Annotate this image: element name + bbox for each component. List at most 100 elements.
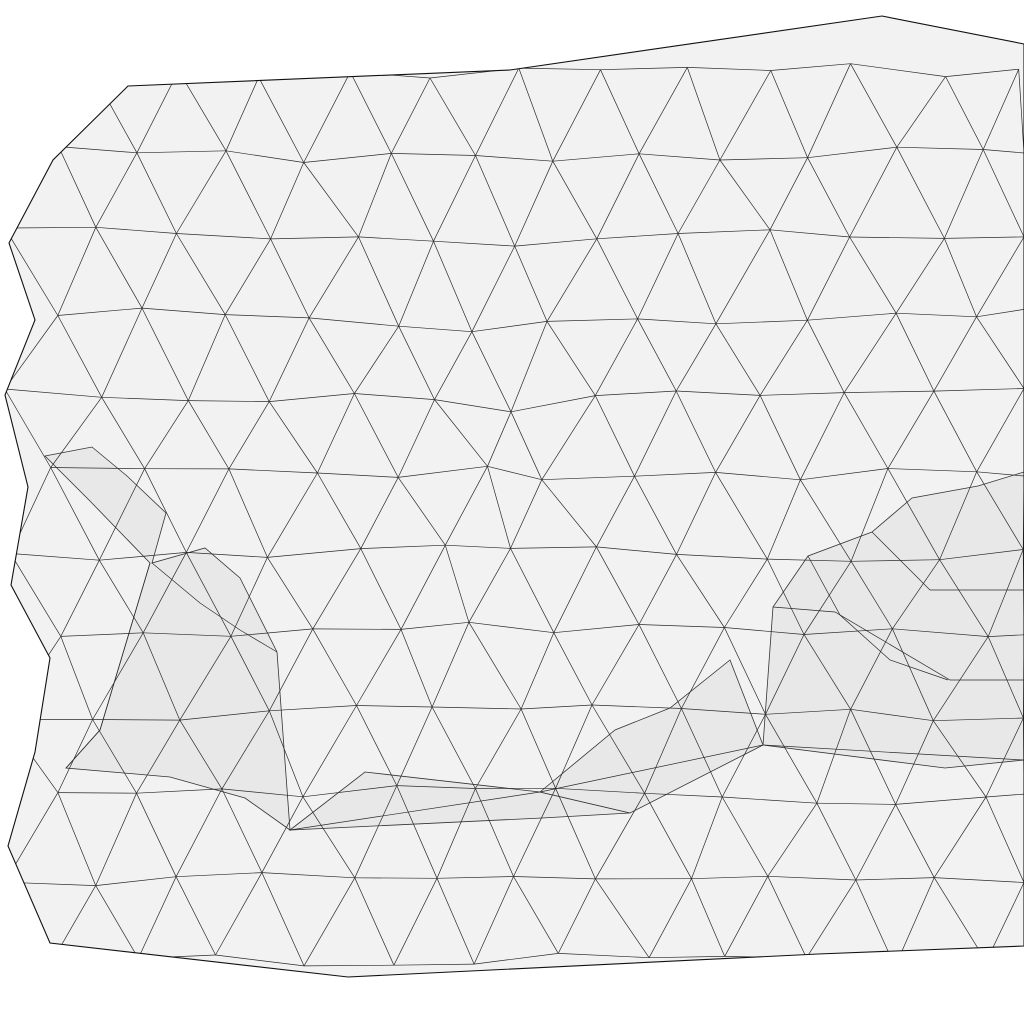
mesh-edge	[468, 621, 554, 634]
mesh-edge	[770, 63, 851, 71]
mesh-edge	[358, 236, 434, 242]
mesh-edge	[596, 238, 638, 320]
mesh-edge	[475, 155, 553, 162]
mesh-edge	[933, 390, 978, 472]
mesh-edge	[142, 552, 187, 633]
mesh-edge	[268, 710, 304, 797]
mesh-edge	[267, 472, 318, 558]
mesh-edge	[769, 157, 808, 230]
mesh-edge	[475, 708, 522, 789]
mesh-edge	[724, 627, 766, 715]
mesh-edge	[843, 313, 897, 393]
mesh-edge	[677, 233, 717, 324]
mesh-edge	[850, 63, 898, 148]
mesh-edge	[95, 793, 137, 886]
mesh-edge	[634, 472, 716, 477]
mesh-edge	[933, 388, 1024, 392]
mesh-edge	[221, 710, 270, 790]
mesh-edge	[715, 323, 761, 396]
mesh-edge	[976, 471, 1024, 477]
mesh-edge	[851, 559, 940, 562]
mesh-edge	[719, 157, 808, 161]
mesh-edge	[638, 554, 677, 625]
mesh-edge	[468, 622, 522, 710]
mesh-edge	[432, 706, 522, 710]
mesh-edge	[982, 69, 1020, 150]
mesh-edge	[594, 395, 635, 477]
mesh-edge	[258, 77, 305, 163]
mesh-edge	[136, 152, 177, 234]
mesh-fold-region	[44, 446, 1024, 831]
mesh-edge	[136, 719, 181, 794]
mesh-edge	[766, 558, 805, 635]
mesh-edge	[434, 399, 488, 467]
mesh-edge	[57, 792, 97, 886]
mesh-edge	[431, 706, 476, 789]
mesh-edge	[807, 312, 897, 321]
mesh-edge	[634, 476, 677, 555]
mesh-edge	[354, 393, 435, 400]
mesh-edge	[176, 233, 226, 315]
mesh-edge	[101, 396, 189, 401]
mesh-edge	[691, 796, 723, 879]
mesh-edge	[546, 238, 598, 322]
mesh-edge	[895, 961, 987, 968]
mesh-edge	[676, 554, 768, 560]
mesh-edge	[136, 788, 222, 794]
mesh-edge	[92, 632, 144, 720]
mesh-edge	[436, 876, 514, 879]
mesh-edge	[591, 704, 682, 709]
mesh-edge	[553, 624, 640, 634]
mesh-edge	[400, 621, 469, 630]
mesh-edge	[681, 627, 725, 709]
mesh-edge	[58, 146, 97, 228]
mesh-edge	[5, 226, 96, 229]
mesh-edge	[591, 624, 640, 706]
mesh-edge	[5, 388, 52, 468]
mesh-edge	[358, 153, 392, 238]
mesh-edge	[175, 876, 216, 956]
mesh-edge	[541, 395, 596, 480]
mesh-edge	[317, 472, 399, 478]
mesh-edge	[803, 628, 893, 635]
mesh-edge	[101, 307, 143, 398]
mesh-edge	[510, 548, 555, 633]
mesh-edge	[228, 468, 268, 558]
mesh-edge	[816, 709, 851, 804]
mesh-edge	[933, 316, 977, 392]
mesh-edge	[95, 885, 139, 959]
mesh-edge	[176, 150, 227, 234]
mesh-edge	[433, 240, 515, 247]
mesh-outline	[4, 15, 1024, 978]
mesh-edge	[807, 157, 850, 238]
mesh-edge	[715, 472, 801, 481]
mesh-edge	[638, 67, 688, 154]
mesh-edge	[5, 315, 59, 390]
mesh-edge	[50, 467, 145, 470]
mesh-edge	[769, 229, 808, 321]
mesh-edge	[681, 708, 766, 715]
mesh-edge	[983, 149, 1024, 154]
mesh-edge	[309, 317, 399, 327]
mesh-edge	[850, 561, 893, 629]
mesh-edge	[800, 392, 845, 480]
mesh-edge	[225, 314, 310, 319]
mesh-edge	[228, 468, 318, 474]
mesh-edge	[985, 717, 1024, 798]
mesh-edge	[308, 236, 359, 319]
mesh-edge	[445, 544, 511, 549]
mesh-edge	[258, 71, 351, 78]
fold-face-bottom-right	[539, 659, 764, 814]
fold-edge	[772, 606, 1024, 681]
mesh-edge	[50, 467, 100, 561]
mesh-edge	[391, 153, 476, 156]
mesh-edge	[303, 71, 351, 163]
mesh-edge	[760, 392, 845, 396]
mesh-edge	[896, 312, 977, 318]
mesh-edge	[510, 411, 543, 480]
mesh-edge	[855, 804, 896, 881]
mesh-edge	[400, 629, 433, 708]
mesh-edge	[596, 233, 679, 240]
mesh-edge	[986, 953, 1024, 962]
